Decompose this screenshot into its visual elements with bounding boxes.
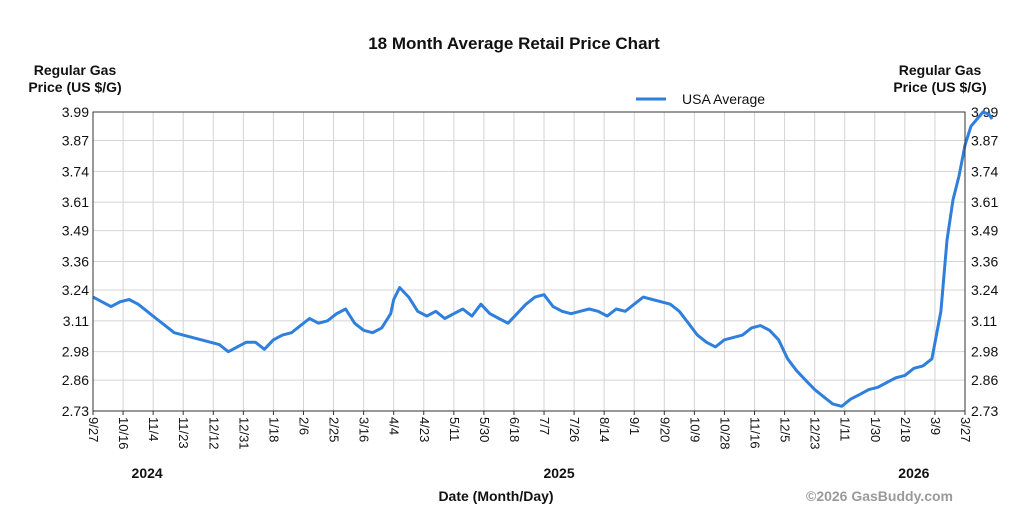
y-tick-label-right: 2.98	[971, 344, 998, 360]
x-tick-label: 11/4	[146, 417, 161, 441]
y-ticks-right: 3.993.873.743.613.493.363.243.112.982.86…	[971, 104, 998, 419]
x-tick-label: 10/16	[116, 417, 131, 450]
x-tick-label: 6/18	[507, 417, 522, 442]
x-tick-label: 2/25	[327, 417, 342, 442]
x-tick-label: 12/12	[206, 417, 221, 450]
x-tick-label: 3/9	[928, 417, 943, 435]
x-tick-label: 9/1	[627, 417, 642, 435]
y-tick-label-left: 2.73	[62, 403, 89, 419]
x-tick-label: 10/28	[717, 417, 732, 450]
y-tick-label-left: 2.98	[62, 344, 89, 360]
year-label: 2026	[898, 465, 929, 481]
x-tick-label: 9/27	[86, 417, 101, 442]
plot-frame	[92, 111, 966, 412]
y-tick-label-right: 3.87	[971, 132, 998, 148]
x-tick-label: 8/14	[597, 417, 612, 442]
y-tick-label-left: 3.87	[62, 132, 89, 148]
x-tick-label: 7/26	[567, 417, 582, 442]
y-tick-label-left: 3.11	[63, 313, 89, 329]
x-tick-label: 2/6	[296, 417, 311, 435]
y-ticks-left: 3.99 3.87 3.74 3.61 3.49 3.36 3.24 3.11 2.98 2.86…	[62, 104, 89, 419]
x-tick-label: 4/23	[417, 417, 432, 442]
x-tick-label: 7/7	[537, 417, 552, 435]
y-tick-label-left: 3.24	[62, 282, 89, 298]
x-tick-label: 9/20	[657, 417, 672, 442]
y-tick-label-right: 2.73	[971, 403, 998, 419]
x-tick-label: 3/16	[357, 417, 372, 442]
y-axis-title-right: Regular Gas Price (US $/G)	[893, 62, 987, 95]
x-tick-label: 11/16	[748, 417, 763, 449]
y-tick-label-right: 3.61	[971, 194, 998, 210]
y-tick-label-left: 3.49	[62, 223, 89, 239]
x-tick-label: 5/30	[477, 417, 492, 442]
x-tick-label: 10/9	[687, 417, 702, 442]
x-tick-label: 1/18	[266, 417, 281, 442]
x-tick-label: 12/5	[778, 417, 793, 442]
year-label: 2024	[132, 465, 163, 481]
y-tick-label-right: 3.36	[971, 254, 998, 270]
y-tick-label-right: 3.24	[971, 282, 998, 298]
x-tick-label: 1/11	[838, 417, 853, 441]
chart-title: 18 Month Average Retail Price Chart	[368, 34, 660, 53]
x-tick-label: 12/23	[808, 417, 823, 450]
y-tick-label-left: 3.99	[62, 104, 89, 120]
legend-label: USA Average	[682, 91, 765, 107]
x-tick-label: 3/27	[958, 417, 973, 442]
y-tick-label-left: 3.36	[62, 254, 89, 270]
y-tick-label-right: 3.11	[971, 313, 997, 329]
x-tick-label: 12/31	[236, 417, 251, 450]
x-axis-title: Date (Month/Day)	[438, 488, 553, 504]
x-tick-label: 1/30	[868, 417, 883, 442]
y-tick-label-right: 3.49	[971, 223, 998, 239]
y-tick-label-right: 2.86	[971, 372, 998, 388]
x-tick-label: 5/11	[447, 417, 462, 441]
series-line-usa-average	[92, 110, 994, 408]
y-tick-label-right: 3.74	[971, 163, 998, 179]
y-tick-label-left: 3.74	[62, 163, 89, 179]
x-tick-label: 4/4	[387, 417, 402, 435]
grid	[92, 111, 966, 412]
y-tick-label-left: 3.61	[62, 194, 89, 210]
x-ticks: 9/27 10/16 11/4 11/23 12/12 12/31 1/18 2/6 2/25 3…	[86, 411, 973, 450]
legend: USA Average	[636, 91, 765, 107]
x-tick-label: 11/23	[176, 417, 191, 449]
credit-text: ©2026 GasBuddy.com	[806, 488, 953, 504]
year-label: 2025	[543, 465, 574, 481]
y-tick-label-left: 2.86	[62, 372, 89, 388]
y-axis-title-left: Regular Gas Price (US $/G)	[28, 62, 122, 95]
series-lines	[92, 110, 994, 408]
x-tick-label: 2/18	[898, 417, 913, 442]
year-labels: 2024 2025 2026	[132, 465, 930, 481]
